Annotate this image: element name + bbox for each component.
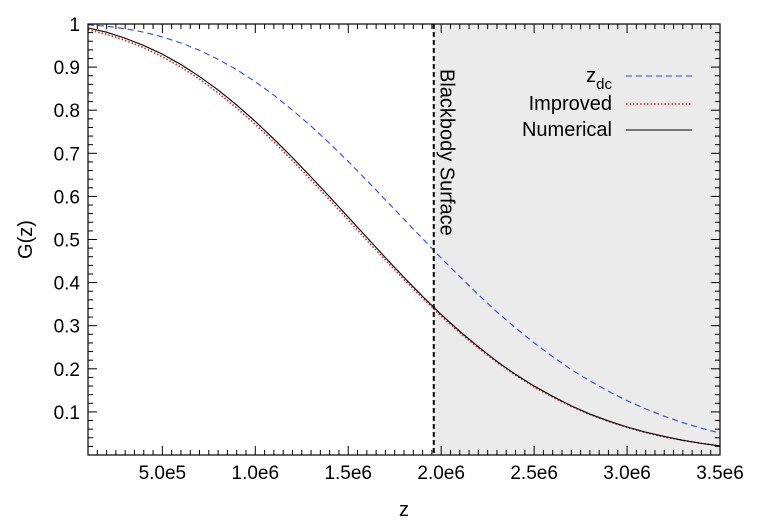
y-tick-label: 0.4 bbox=[54, 274, 81, 295]
series-line-improved bbox=[87, 28, 721, 447]
legend-zdc-subscript: dc bbox=[596, 76, 612, 93]
x-axis-label: z bbox=[399, 499, 409, 521]
legend: zdc Improved Numerical bbox=[522, 65, 692, 141]
x-tick-label: 3.5e6 bbox=[696, 463, 744, 484]
y-tick-label: 0.5 bbox=[54, 231, 80, 252]
legend-label-improved: Improved bbox=[529, 93, 612, 115]
x-tick-label: 2.0e6 bbox=[417, 463, 465, 484]
legend-label-numerical: Numerical bbox=[522, 119, 612, 141]
y-tick-label: 0.6 bbox=[54, 187, 80, 208]
legend-label-zdc: zdc bbox=[586, 65, 612, 93]
shaded-region bbox=[433, 24, 720, 455]
series-line-numerical bbox=[87, 27, 721, 447]
y-tick-label: 0.7 bbox=[54, 144, 80, 165]
y-tick-label: 0.2 bbox=[54, 360, 80, 381]
y-axis-label: G(z) bbox=[15, 220, 37, 259]
blackbody-region-shading bbox=[433, 24, 720, 455]
x-tick-label: 1.5e6 bbox=[324, 463, 372, 484]
x-tick-label: 3.0e6 bbox=[603, 463, 651, 484]
axis-ticks: 5.0e5 1.0e6 1.5e6 2.0e6 2.5e6 3.0e6 3.5e6 0.1 0.… bbox=[54, 15, 744, 484]
legend-zdc-main: z bbox=[586, 65, 596, 87]
y-tick-label: 0.3 bbox=[54, 317, 80, 338]
x-tick-label: 1.0e6 bbox=[232, 463, 280, 484]
y-tick-label: 0.1 bbox=[54, 403, 80, 424]
series-line-zdc bbox=[87, 24, 721, 434]
y-tick-label: 1 bbox=[69, 15, 80, 36]
x-tick-label: 5.0e5 bbox=[139, 463, 187, 484]
x-tick-label: 2.5e6 bbox=[510, 463, 558, 484]
series-lines bbox=[87, 24, 721, 447]
blackbody-surface-label: Blackbody Surface bbox=[436, 69, 458, 236]
y-tick-label: 0.8 bbox=[54, 101, 80, 122]
y-tick-label: 0.9 bbox=[54, 58, 80, 79]
